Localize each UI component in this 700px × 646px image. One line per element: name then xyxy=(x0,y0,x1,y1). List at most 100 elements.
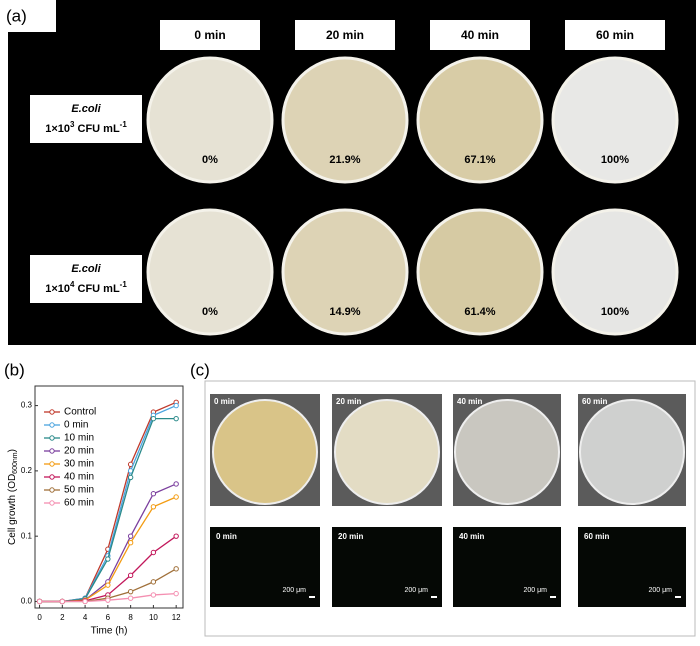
column-header-box xyxy=(430,20,530,50)
y-axis-label-part: 600nm xyxy=(12,452,19,474)
scale-bar xyxy=(309,596,315,598)
data-point xyxy=(173,415,179,422)
panel-c: 0 min 20 min 40 min 60 min 0 min 200 μm 20 min… xyxy=(210,394,686,607)
plate xyxy=(454,399,560,505)
petri-dish xyxy=(146,208,274,336)
inhibition-percent: 100% xyxy=(601,306,629,318)
series-line xyxy=(39,535,177,603)
petri-dish xyxy=(416,208,544,336)
concentration-part: CFU mL xyxy=(74,123,120,135)
legend-label: 30 min xyxy=(64,459,94,470)
data-point xyxy=(173,590,179,597)
scale-label: 200 μm xyxy=(524,587,548,594)
micrograph-time: 0 min xyxy=(216,532,237,541)
scale-bar xyxy=(550,596,556,598)
legend-marker xyxy=(49,500,55,506)
x-tick-label: 0 xyxy=(37,613,42,622)
column-header-box xyxy=(160,20,260,50)
concentration: 1×104 CFU mL-1 xyxy=(45,280,127,295)
plot-frame xyxy=(34,385,184,609)
data-point xyxy=(127,533,134,539)
inhibition-percent: 0% xyxy=(202,154,218,166)
row-label-box xyxy=(30,95,142,143)
row-label-box xyxy=(30,255,142,303)
micrograph-time: 60 min xyxy=(584,532,609,541)
data-point xyxy=(150,504,157,510)
legend-marker xyxy=(49,487,55,493)
species: E.coli xyxy=(71,263,101,275)
legend-marker xyxy=(49,448,55,454)
y-axis-label: Cell growth (OD600nm) xyxy=(7,449,19,545)
panel-label: (a) xyxy=(6,6,27,25)
y-tick-label: 0.1 xyxy=(21,531,33,540)
petri-dish xyxy=(146,56,274,184)
inhibition-percent: 67.1% xyxy=(464,154,495,166)
concentration-part: 3 xyxy=(70,120,75,129)
series-line xyxy=(39,417,177,603)
scale-bar xyxy=(675,596,681,598)
concentration-part: 4 xyxy=(70,280,75,289)
legend-label: 10 min xyxy=(64,433,94,444)
series-line xyxy=(39,401,177,603)
panel-label: (b) xyxy=(4,360,25,379)
data-point xyxy=(150,579,157,585)
legend-marker xyxy=(49,409,55,415)
data-point xyxy=(36,598,43,605)
data-point xyxy=(59,598,66,605)
data-point xyxy=(150,592,157,598)
inhibition-percent: 61.4% xyxy=(464,306,495,318)
legend-label: 20 min xyxy=(64,446,94,457)
legend-marker xyxy=(49,435,55,441)
legend-label: 50 min xyxy=(64,485,94,496)
column-header: 20 min xyxy=(326,28,364,42)
x-tick-label: 8 xyxy=(128,613,133,622)
inhibition-percent: 100% xyxy=(601,154,629,166)
y-tick-label: 0.3 xyxy=(21,401,33,410)
x-tick-label: 12 xyxy=(172,613,181,622)
inhibition-percent: 21.9% xyxy=(329,154,360,166)
micrograph xyxy=(453,527,561,607)
plate-time: 40 min xyxy=(457,397,482,406)
data-point xyxy=(150,415,157,422)
column-header-box xyxy=(565,20,665,50)
data-point xyxy=(150,491,157,497)
plate-time: 20 min xyxy=(336,397,361,406)
plate xyxy=(212,399,318,505)
petri-dish xyxy=(281,56,409,184)
plate xyxy=(334,399,440,505)
species: E.coli xyxy=(71,103,101,115)
micrograph xyxy=(578,527,686,607)
column-header: 40 min xyxy=(461,28,499,42)
x-tick-label: 6 xyxy=(106,613,111,622)
micrograph-time: 40 min xyxy=(459,532,484,541)
scale-label: 200 μm xyxy=(283,587,307,594)
legend-label: 0 min xyxy=(64,420,88,431)
column-header-box xyxy=(295,20,395,50)
concentration-part: 1×10 xyxy=(45,283,70,295)
data-point xyxy=(173,494,179,500)
y-axis-label-part: Cell growth (OD xyxy=(7,474,18,545)
scale-bar xyxy=(431,596,437,598)
data-point xyxy=(127,572,134,579)
petri-dish xyxy=(551,56,679,184)
micrograph-time: 20 min xyxy=(338,532,363,541)
data-point xyxy=(105,556,111,562)
plate-time: 60 min xyxy=(582,397,607,406)
inhibition-percent: 0% xyxy=(202,306,218,318)
x-tick-label: 2 xyxy=(60,613,65,622)
petri-dish xyxy=(551,208,679,336)
data-point xyxy=(173,533,179,539)
data-point xyxy=(173,481,179,487)
legend-marker xyxy=(49,474,55,480)
inhibition-percent: 14.9% xyxy=(329,306,360,318)
panel-a-label-box xyxy=(0,0,56,32)
concentration-part: -1 xyxy=(120,120,128,129)
panel-label: (c) xyxy=(190,360,210,379)
micrograph xyxy=(332,527,442,607)
concentration: 1×103 CFU mL-1 xyxy=(45,120,127,135)
petri-dish xyxy=(281,208,409,336)
data-point xyxy=(127,595,134,601)
scale-label: 200 μm xyxy=(405,587,429,594)
